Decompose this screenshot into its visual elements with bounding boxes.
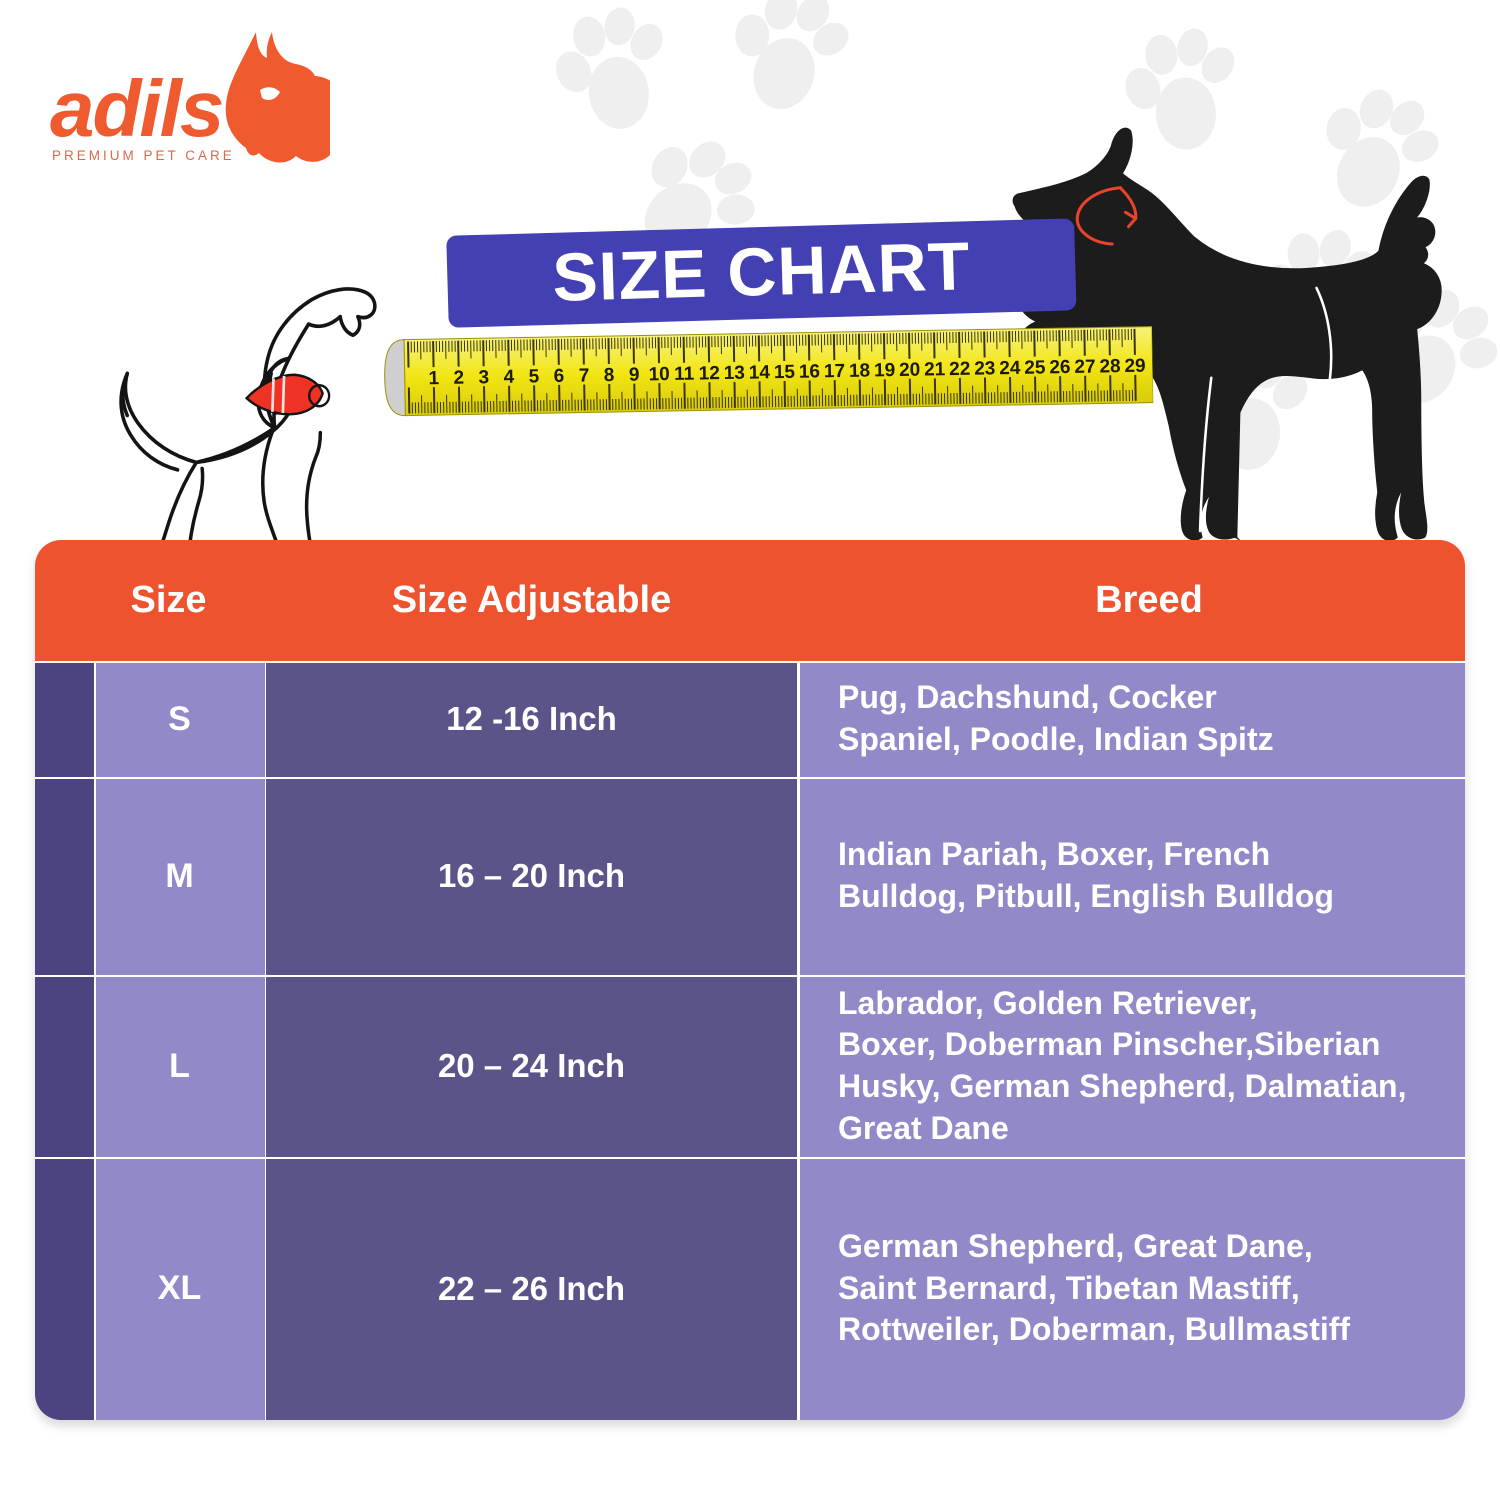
svg-text:15: 15: [774, 362, 796, 383]
svg-text:14: 14: [749, 362, 771, 383]
svg-text:18: 18: [849, 360, 871, 381]
svg-text:5: 5: [528, 366, 539, 387]
svg-text:20: 20: [899, 360, 921, 381]
svg-text:4: 4: [503, 367, 514, 388]
svg-text:22: 22: [949, 359, 971, 380]
svg-text:29: 29: [1124, 356, 1146, 377]
svg-text:24: 24: [999, 358, 1021, 379]
svg-text:6: 6: [554, 366, 565, 387]
svg-text:10: 10: [648, 364, 670, 385]
svg-text:17: 17: [824, 361, 846, 382]
svg-text:21: 21: [924, 359, 946, 380]
svg-text:19: 19: [874, 360, 896, 381]
svg-text:7: 7: [579, 365, 590, 386]
svg-text:26: 26: [1049, 357, 1071, 378]
svg-text:12: 12: [699, 363, 721, 384]
svg-text:23: 23: [974, 358, 996, 379]
svg-text:25: 25: [1024, 357, 1046, 378]
svg-text:1: 1: [428, 368, 439, 389]
svg-text:8: 8: [604, 365, 615, 386]
svg-text:28: 28: [1099, 356, 1121, 377]
svg-text:13: 13: [724, 363, 746, 384]
svg-text:SIZE CHART: SIZE CHART: [551, 228, 971, 316]
svg-text:9: 9: [629, 365, 640, 386]
svg-text:2: 2: [453, 368, 464, 389]
svg-text:16: 16: [799, 361, 821, 382]
svg-text:11: 11: [674, 364, 695, 385]
svg-text:27: 27: [1074, 357, 1096, 378]
svg-text:3: 3: [478, 367, 489, 388]
